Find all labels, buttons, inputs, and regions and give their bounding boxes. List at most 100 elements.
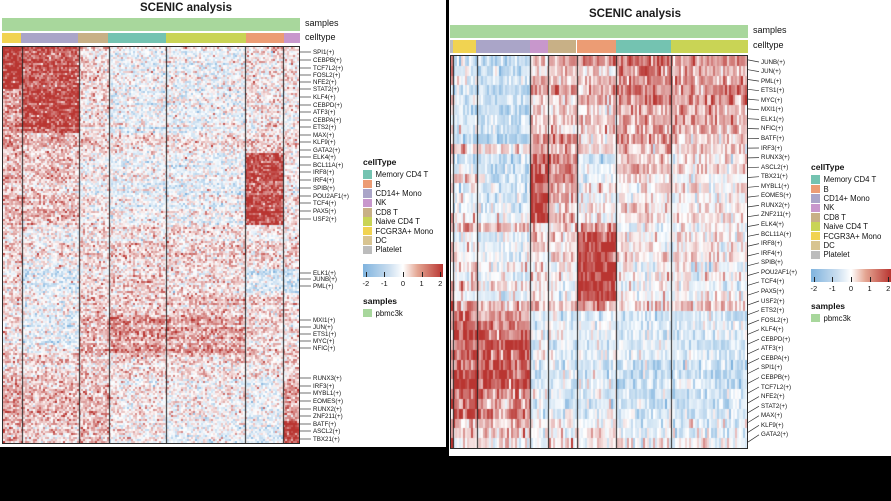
leader-line — [747, 367, 760, 374]
gene-label: BATF(+) — [313, 420, 337, 428]
celltype-legend-label: Platelet — [375, 245, 402, 255]
celltype-annotation-bar — [450, 40, 748, 53]
celltype-segment-fcgr3a-mono — [452, 40, 476, 53]
leader-line — [747, 271, 760, 276]
colorbar-tick — [869, 276, 871, 282]
leader-line — [747, 348, 760, 355]
gene-label: ETS2(+) — [313, 123, 337, 131]
celltype-swatch — [811, 213, 820, 222]
gene-label: PML(+) — [313, 282, 334, 290]
leader-line — [747, 252, 760, 257]
celltype-legend-label: NK — [375, 198, 387, 208]
celltype-segment-cd14-mono — [21, 33, 79, 43]
colorbar — [811, 268, 891, 282]
celltype-swatch — [811, 231, 820, 241]
celltype-legend-item: CD14+ Mono — [363, 189, 449, 198]
colorbar-tick-label: 0 — [400, 278, 406, 288]
gene-label: ZNF211(+) — [313, 412, 343, 420]
gene-label: BCL11A(+) — [761, 230, 792, 238]
gene-label: FOSL2(+) — [313, 71, 341, 79]
gene-label: KLF9(+) — [313, 138, 336, 146]
celltype-swatch — [363, 198, 372, 208]
celltype-segment-cd8-t — [548, 40, 577, 53]
gene-label: CEBPB(+) — [761, 373, 790, 381]
gene-label: MYBL1(+) — [313, 389, 342, 397]
celltype-legend-item: CD14+ Mono — [811, 194, 891, 203]
celltype-legend-item: Platelet — [811, 250, 891, 259]
samples-bar-label: samples — [305, 18, 339, 28]
gene-label: CEBPA(+) — [761, 354, 790, 362]
celltype-swatch — [363, 189, 372, 198]
leader-line — [747, 319, 760, 325]
gene-label: TBX21(+) — [313, 435, 340, 443]
gene-label: NFE2(+) — [761, 393, 785, 401]
leader-line — [747, 224, 760, 227]
celltype-legend-title: cellType — [363, 157, 397, 167]
gene-label: IRF8(+) — [313, 168, 335, 176]
legend: cellType Memory CD4 T B CD14+ Mono NK CD8 T Na… — [810, 162, 891, 323]
leader-line — [747, 59, 760, 63]
celltype-swatch — [811, 241, 820, 250]
colorbar-tick — [851, 276, 852, 282]
leader-line — [747, 415, 760, 423]
celltype-swatch — [811, 203, 820, 213]
leader-line — [747, 98, 760, 101]
plot-title: SCENIC analysis — [588, 8, 682, 20]
gene-label: ZNF211(+) — [761, 211, 791, 219]
leader-line — [747, 377, 760, 384]
leader-line — [747, 329, 760, 335]
gene-label: IRF8(+) — [761, 240, 783, 248]
gene-label: ELK1(+) — [313, 269, 336, 277]
celltype-annotation-bar — [2, 33, 300, 43]
gene-label: TCF7L2(+) — [313, 64, 344, 72]
gene-label: EOMES(+) — [313, 397, 344, 405]
gene-label: SPIB(+) — [313, 184, 335, 192]
colorbar-tick-labels: -2 -1 0 1 2 — [810, 283, 891, 294]
celltype-swatch — [363, 217, 372, 226]
celltype-legend-item: DC — [811, 241, 891, 250]
gene-label: JUN(+) — [761, 68, 781, 76]
colorbar-tick-label: 1 — [867, 283, 872, 293]
colorbar-tick-label: -2 — [362, 278, 370, 288]
gene-label: KLF4(+) — [761, 326, 784, 334]
colorbar-tick — [365, 271, 367, 277]
gene-label: BCL11A(+) — [313, 161, 344, 169]
gene-label: USF2(+) — [761, 297, 785, 305]
samples-swatch — [363, 308, 372, 318]
colorbar-tick-label: -2 — [810, 283, 818, 293]
samples-legend-label: pbmc3k — [375, 308, 403, 318]
gene-label: RUNX2(+) — [313, 405, 342, 413]
samples-legend-title: samples — [811, 300, 846, 311]
gene-label: JUNB(+) — [313, 275, 337, 283]
leader-line — [747, 205, 760, 208]
leader-line — [747, 281, 760, 286]
samples-legend-label: pbmc3k — [823, 313, 851, 323]
gene-label: MYBL1(+) — [761, 182, 790, 190]
celltype-swatch — [811, 194, 820, 203]
celltype-segment-b — [246, 33, 284, 43]
celltype-bar-label: celltype — [305, 32, 336, 42]
celltype-segment-naive-cd4-t — [165, 33, 246, 43]
gene-label: GATA2(+) — [761, 431, 789, 439]
leader-line — [747, 358, 760, 365]
colorbar — [363, 263, 443, 277]
celltype-legend-item: Naive CD4 T — [811, 222, 891, 231]
gene-label: ELK4(+) — [313, 153, 336, 161]
celltype-segment-fcgr3a-mono — [2, 33, 22, 43]
celltype-legend-label: DC — [375, 235, 387, 245]
gene-label: ELK1(+) — [761, 115, 784, 123]
celltype-segment-cd14-mono — [475, 40, 530, 53]
gene-label: ETS2(+) — [761, 307, 785, 315]
celltype-legend-label: Memory CD4 T — [375, 170, 429, 180]
leader-line — [747, 386, 760, 394]
gene-label: KLF9(+) — [761, 421, 784, 429]
celltype-legend-item: Platelet — [363, 245, 449, 254]
gene-leader-lines — [300, 51, 311, 440]
leader-line — [747, 166, 760, 169]
celltype-swatch — [811, 250, 820, 260]
gene-label: EOMES(+) — [761, 192, 792, 200]
gene-label: BATF(+) — [761, 134, 785, 142]
colorbar-tick-label: -1 — [829, 283, 836, 293]
celltype-segment-b — [576, 40, 617, 53]
celltype-legend-label: Platelet — [823, 250, 850, 260]
